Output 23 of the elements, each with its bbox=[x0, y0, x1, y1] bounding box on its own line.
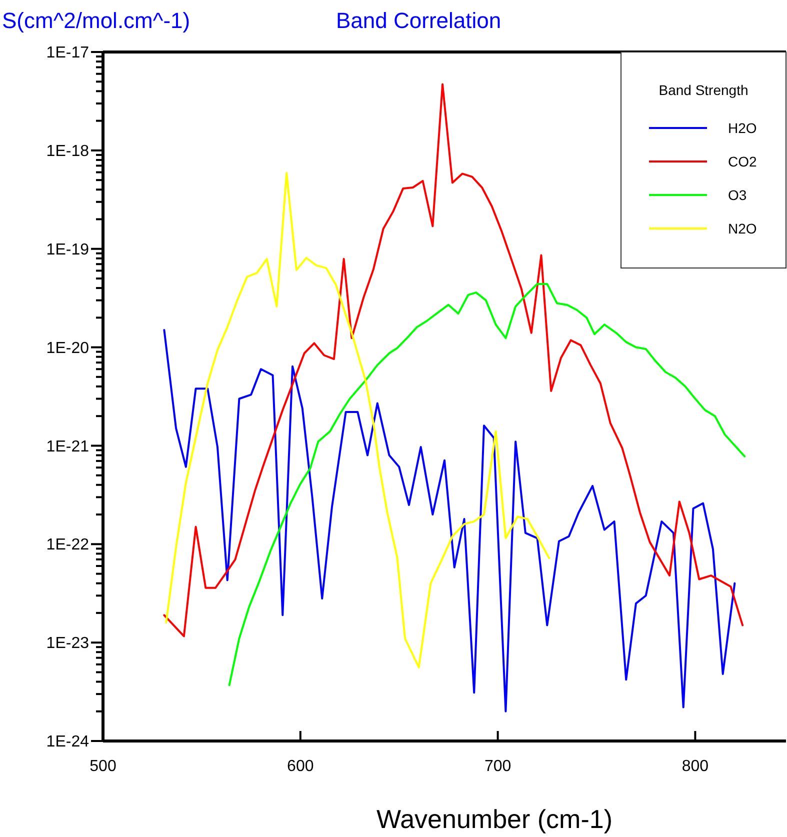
y-tick-label: 1E-19 bbox=[46, 241, 90, 258]
y-tick-label: 1E-21 bbox=[46, 438, 90, 456]
y-tick-label: 1E-23 bbox=[46, 635, 90, 652]
y-tick-label: 1E-24 bbox=[46, 734, 90, 751]
line-series bbox=[165, 172, 550, 668]
y-tick-label: 1E-22 bbox=[46, 536, 90, 554]
y-axis-title: S(cm^2/mol.cm^-1) bbox=[2, 8, 190, 33]
legend-label: O3 bbox=[728, 186, 747, 203]
legend-label: N2O bbox=[728, 220, 757, 236]
x-tick-label: 600 bbox=[287, 758, 314, 775]
legend-label: CO2 bbox=[728, 153, 757, 170]
y-tick-label: 1E-20 bbox=[46, 340, 90, 357]
y-tick-label: 1E-18 bbox=[46, 143, 90, 160]
line-series bbox=[228, 282, 746, 686]
chart-title: Band Correlation bbox=[336, 8, 502, 33]
x-tick-label: 500 bbox=[90, 758, 116, 775]
y-tick-label: 1E-17 bbox=[46, 44, 90, 62]
x-axis-title: Wavenumber (cm-1) bbox=[376, 804, 612, 834]
legend-label: H2O bbox=[728, 120, 757, 136]
x-tick-label: 800 bbox=[682, 758, 709, 775]
line-series bbox=[163, 328, 736, 712]
x-tick-label: 700 bbox=[484, 758, 512, 775]
legend-title: Band Strength bbox=[658, 82, 748, 98]
